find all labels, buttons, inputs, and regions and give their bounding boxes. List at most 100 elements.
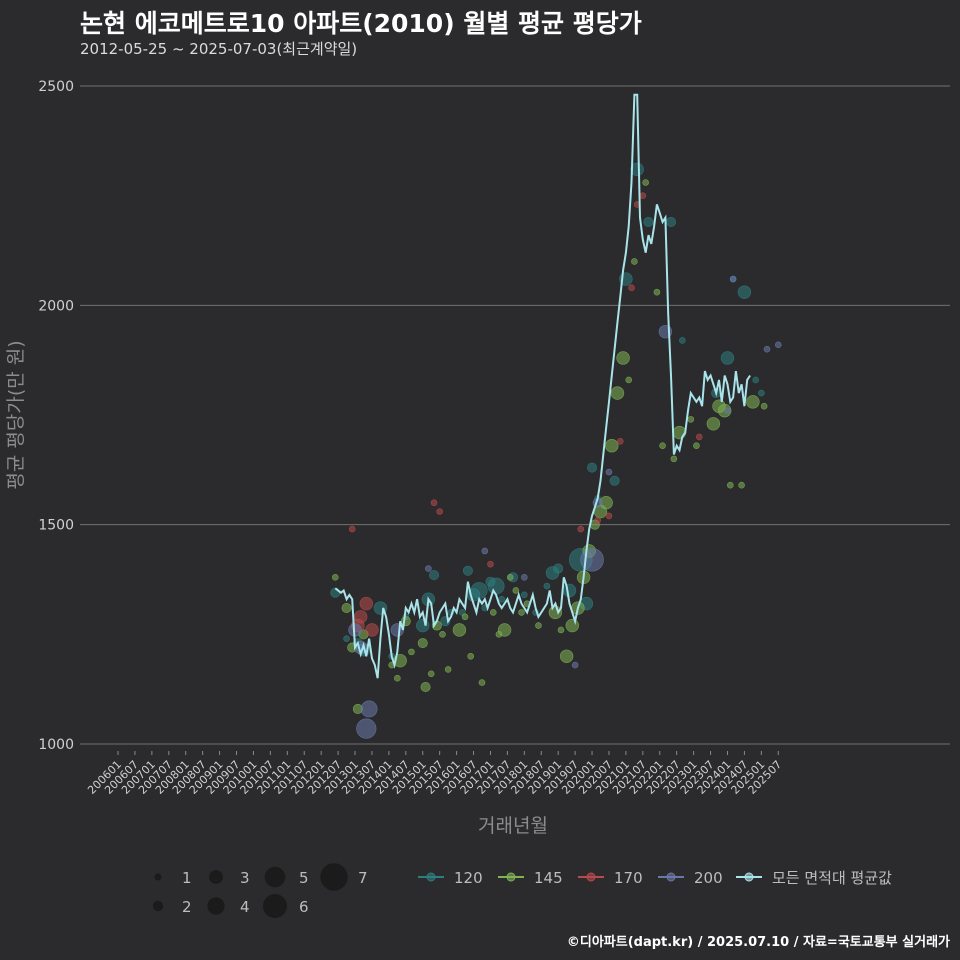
point-170 [616,438,624,445]
point-145 [631,258,638,265]
point-145 [565,618,579,633]
point-145 [559,649,574,663]
point-145 [420,681,431,692]
point-200 [425,565,432,572]
average-line [334,93,751,679]
point-200 [724,407,731,414]
point-120 [609,475,620,486]
point-145 [670,455,678,463]
point-120 [720,351,735,365]
point-145 [331,574,339,581]
point-120 [343,635,350,643]
legend-series-marker [506,872,516,882]
legend-series-label: 모든 면적대 평균값 [772,869,892,887]
point-145 [706,417,721,431]
legend-size-label: 7 [358,869,368,887]
point-145 [760,402,768,410]
point-145 [512,587,520,594]
point-145 [341,603,352,614]
point-145 [693,442,700,450]
point-120 [666,216,677,227]
grid-layer [80,85,950,745]
point-145 [625,376,633,384]
point-120 [679,337,686,344]
legend-size-marker [209,870,223,884]
point-170 [348,525,356,533]
point-120 [429,570,440,581]
point-120 [498,595,506,603]
point-170 [628,284,635,292]
point-170 [436,508,443,515]
point-145 [746,395,760,409]
point-145 [452,623,467,637]
x-axis-title: 거래년월 [478,815,548,837]
point-145 [417,638,428,649]
point-145 [497,623,512,637]
point-145 [427,670,435,678]
legend-size-label: 1 [182,869,192,887]
legend-size-marker [207,897,225,915]
legend-size-marker [152,900,164,912]
point-145 [518,609,525,616]
point-120 [543,582,551,590]
point-145 [738,481,745,489]
point-145 [408,648,415,656]
legend-series-marker [586,872,596,882]
point-120 [643,216,654,227]
legend-size-marker [264,866,286,888]
legend-size-label: 3 [240,869,250,887]
average-line-layer [334,93,751,679]
legend: 1 2 3 4 5 6 7 120 145 170 200 모든 면적대 평균값 [152,863,892,918]
point-145 [548,605,563,620]
point-120 [752,376,759,384]
point-145 [444,666,452,673]
y-tick-label: 1000 [38,737,74,753]
y-tick-labels: 1000 1500 2000 2500 [38,79,74,753]
point-145 [605,439,619,453]
legend-series-marker [666,872,676,882]
x-tick-labels: 2006012006072007012007072008012008072009… [85,751,784,797]
point-145 [461,613,469,621]
point-120 [562,583,577,598]
point-170 [605,512,613,520]
point-145 [394,674,401,682]
chart-subtitle: 2012-05-25 ~ 2025-07-03(최근계약일) [80,40,358,58]
point-145 [467,652,475,660]
point-200 [360,700,378,718]
point-200 [605,468,613,476]
point-145 [535,622,542,629]
legend-size-marker [320,863,348,891]
point-170 [359,596,374,611]
point-120 [487,577,505,595]
point-145 [659,442,666,450]
point-120 [587,462,598,473]
legend-series-label: 170 [614,869,643,887]
point-145 [727,481,734,489]
point-200 [571,661,579,669]
point-200 [481,547,489,555]
legend-series-marker [744,872,754,882]
legend-size-marker [263,894,287,918]
point-170 [577,525,585,533]
point-170 [695,433,703,441]
point-145 [557,626,565,634]
point-200 [521,574,528,581]
point-145 [616,351,630,365]
legend-series-label: 120 [454,869,483,887]
point-120 [553,563,564,574]
point-145 [653,288,661,296]
point-170 [594,516,601,524]
point-145 [642,179,649,186]
point-120 [470,582,488,599]
point-145 [506,574,514,581]
point-120 [416,618,430,633]
legend-series-label: 145 [534,869,563,887]
point-170 [430,499,438,507]
point-145 [478,679,486,686]
footer-credit: ©디아파트(dapt.kr) / 2025.07.10 / 자료=국토교통부 실… [566,935,950,950]
point-120 [758,389,765,397]
chart-title: 논현 에코메트로10 아파트(2010) 월별 평균 평당가 [80,9,642,38]
point-145 [489,609,497,616]
point-120 [630,162,644,177]
